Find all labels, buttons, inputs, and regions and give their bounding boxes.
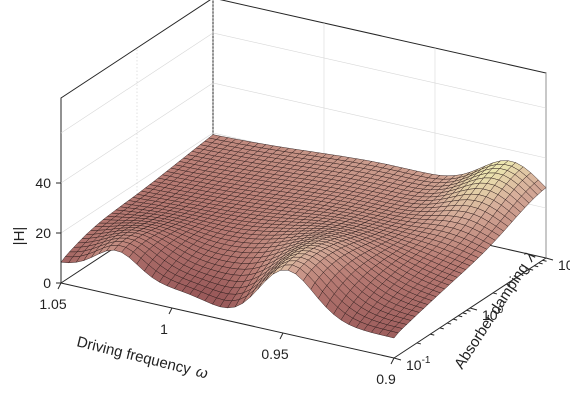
z-axis-label: |H| (11, 227, 28, 246)
y-minor-tick (453, 318, 458, 321)
y-minor-tick (416, 342, 421, 345)
y-minor-tick (430, 333, 435, 336)
x-tick-mark (390, 357, 395, 365)
y-minor-tick (538, 262, 543, 265)
y-minor-tick (466, 309, 471, 312)
y-minor-tick (529, 268, 534, 271)
y-minor-tick (458, 315, 463, 318)
z-tick-label: 40 (35, 175, 51, 191)
y-minor-tick (492, 292, 497, 295)
x-tick-mark (168, 307, 173, 315)
x-axis-line (60, 282, 395, 359)
y-minor-tick (515, 277, 520, 280)
surface-patch (385, 330, 399, 339)
y-minor-tick (447, 322, 452, 325)
y-minor-tick (439, 327, 444, 330)
x-tick-label: 1 (160, 321, 168, 337)
surface-mesh (60, 134, 547, 339)
x-tick-label: 1.05 (39, 296, 66, 312)
y-minor-tick (506, 283, 511, 286)
x-tick-label: 0.9 (376, 371, 396, 387)
y-tick-mark (469, 307, 478, 311)
y-tick-mark (545, 257, 554, 261)
y-minor-tick (462, 312, 467, 315)
y-tick-label: 100 (482, 305, 504, 323)
z-tick-label: 0 (43, 275, 51, 291)
y-minor-tick (523, 272, 528, 275)
x-axis-label: Driving frequency ω (75, 333, 210, 382)
x-tick-label: 0.95 (261, 346, 288, 362)
y-minor-tick (534, 265, 539, 268)
y-minor-tick (542, 259, 547, 262)
x-tick-mark (57, 282, 62, 290)
gridline-z (60, 32, 547, 134)
x-tick-mark (279, 332, 284, 340)
y-tick-label: 101 (558, 255, 570, 273)
axes: 0 20 40 1.05 1 0.95 0.9 10-1 100 101 (35, 175, 570, 387)
y-tick-mark (393, 357, 402, 361)
y-tick-label: 10-1 (406, 355, 431, 373)
z-tick-label: 20 (35, 225, 51, 241)
